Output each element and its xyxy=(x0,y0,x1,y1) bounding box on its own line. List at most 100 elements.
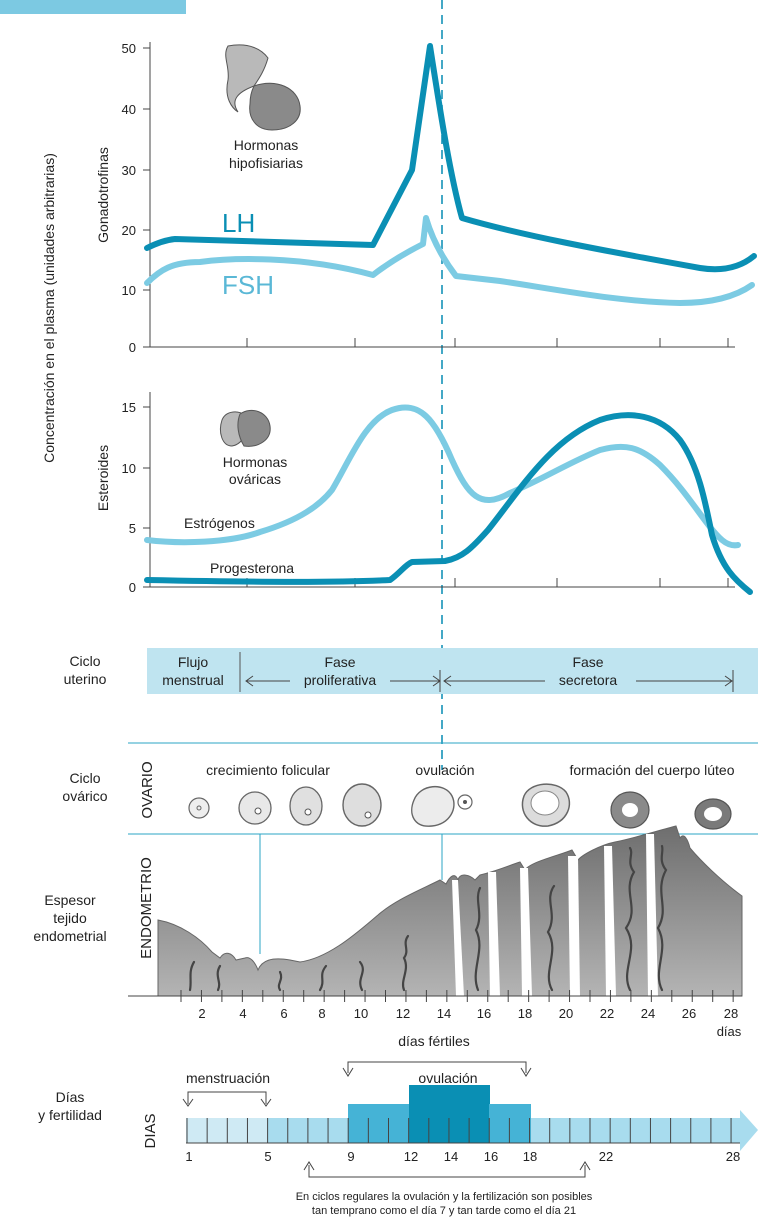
fert-day-5: 5 xyxy=(264,1149,271,1164)
secretory-label-2: secretora xyxy=(559,672,618,688)
menstruation-label: menstruación xyxy=(186,1070,270,1086)
endometrio-vertical-label: ENDOMETRIO xyxy=(138,857,155,959)
fertile-segment-left xyxy=(348,1104,410,1143)
ovarian-cycle-row: Ciclo ovárico OVARIO crecimiento folicul… xyxy=(62,742,758,954)
gonadotropin-chart: Gonadotrofinas 0 10 20 30 40 50 Hormon xyxy=(95,41,757,355)
follicle-icon-1 xyxy=(188,797,210,819)
ovulation-days-label: ovulación xyxy=(418,1070,477,1086)
fert-day-12: 12 xyxy=(404,1149,418,1164)
day-label-18: 18 xyxy=(518,1006,532,1021)
day-label-16: 16 xyxy=(477,1006,491,1021)
gon-ytick-30: 30 xyxy=(122,163,136,178)
day-label-26: 26 xyxy=(682,1006,696,1021)
gonadotropin-y-ticks: 0 10 20 30 40 50 xyxy=(122,41,150,355)
day-label-20: 20 xyxy=(559,1006,573,1021)
fert-day-9: 9 xyxy=(347,1149,354,1164)
day-label-22: 22 xyxy=(600,1006,614,1021)
ster-ytick-0: 0 xyxy=(129,580,136,595)
fertility-row-label-1: Días xyxy=(56,1089,85,1105)
day-label-4: 4 xyxy=(239,1006,246,1021)
gon-ytick-50: 50 xyxy=(122,41,136,56)
fert-day-28: 28 xyxy=(726,1149,740,1164)
day-label-28: 28 xyxy=(724,1006,738,1021)
fert-day-1: 1 xyxy=(185,1149,192,1164)
flow-label-2: menstrual xyxy=(162,672,223,688)
ovarian-row-label-1: Ciclo xyxy=(69,770,100,786)
ovarian-caption-line1: Hormonas xyxy=(223,454,288,470)
lh-series-line xyxy=(144,43,757,273)
ovarian-caption-line2: ováricas xyxy=(229,471,281,487)
gon-ytick-10: 10 xyxy=(122,283,136,298)
day-label-8: 8 xyxy=(318,1006,325,1021)
endometrium-day-labels: 2 4 6 8 10 12 14 16 18 20 22 24 26 28 xyxy=(198,1006,738,1021)
follicle-icon-2 xyxy=(238,791,272,825)
fsh-label: FSH xyxy=(222,270,274,300)
proliferative-label-2: proliferativa xyxy=(304,672,377,688)
fert-day-16: 16 xyxy=(484,1149,498,1164)
secretory-label-1: Fase xyxy=(572,654,603,670)
fertility-row-label-2: y fertilidad xyxy=(38,1107,102,1123)
ovario-vertical-label: OVARIO xyxy=(139,761,156,818)
follicle-icon-3 xyxy=(289,786,323,826)
gland-gaps xyxy=(452,834,658,996)
gonadotropin-ylabel: Gonadotrofinas xyxy=(95,147,111,243)
fertile-days-label: días fértiles xyxy=(398,1033,470,1049)
gon-ytick-20: 20 xyxy=(122,223,136,238)
fertility-day-ticks xyxy=(186,1118,732,1143)
accent-bar xyxy=(0,0,186,14)
lh-label: LH xyxy=(222,208,255,238)
uterine-cycle-row: Ciclo uterino Flujo menstrual Fase proli… xyxy=(64,648,758,694)
follicular-growth-label: crecimiento folicular xyxy=(206,762,330,778)
fertile-segment-right xyxy=(489,1104,531,1143)
fertility-note-line2: tan temprano como el día 7 y tan tarde c… xyxy=(312,1205,576,1217)
uterine-row-label-2: uterino xyxy=(64,671,107,687)
ster-ytick-5: 5 xyxy=(129,521,136,536)
estrogen-label: Estrógenos xyxy=(184,515,255,531)
steroid-chart: Esteroides 0 5 10 15 Hormonas ováricas E… xyxy=(95,392,753,595)
ovarian-row-label-2: ovárico xyxy=(62,788,107,804)
fertility-note-line1: En ciclos regulares la ovulación y la fe… xyxy=(296,1191,593,1203)
pituitary-gland-icon xyxy=(225,44,301,131)
gon-ytick-0: 0 xyxy=(129,340,136,355)
progesterone-series-line xyxy=(144,412,753,595)
corpus-luteum-label: formación del cuerpo lúteo xyxy=(570,762,735,778)
days-arrow-head xyxy=(740,1110,758,1151)
pituitary-caption-line2: hipofisiarias xyxy=(229,155,303,171)
bracket-arrows xyxy=(182,1061,591,1178)
fert-day-22: 22 xyxy=(599,1149,613,1164)
day-label-10: 10 xyxy=(354,1006,368,1021)
uterine-row-label-1: Ciclo xyxy=(69,653,100,669)
fertility-day-labels: 1 5 9 12 14 16 18 22 28 xyxy=(185,1149,740,1164)
ruptured-follicle-icon xyxy=(411,786,455,827)
day-label-2: 2 xyxy=(198,1006,205,1021)
gonadotropin-x-ticks xyxy=(246,338,729,347)
endometrium-row: Espesor tejido endometrial ENDOMETRIO xyxy=(33,825,743,1049)
progesterone-label: Progesterona xyxy=(210,560,294,576)
endometrium-row-label-2: tejido xyxy=(53,910,87,926)
ster-ytick-10: 10 xyxy=(122,461,136,476)
day-label-6: 6 xyxy=(280,1006,287,1021)
fert-day-14: 14 xyxy=(444,1149,458,1164)
steroid-y-ticks xyxy=(143,406,150,588)
proliferative-label-1: Fase xyxy=(324,654,355,670)
gon-ytick-40: 40 xyxy=(122,102,136,117)
fertility-row: Días y fertilidad DIAS menstruación ovul… xyxy=(38,1061,758,1217)
day-label-12: 12 xyxy=(396,1006,410,1021)
luteal-segment xyxy=(531,1118,740,1143)
ovaries-icon xyxy=(219,410,271,447)
phase-arrows xyxy=(245,670,734,692)
days-unit-label: días xyxy=(717,1024,742,1039)
endometrial-glands xyxy=(188,844,668,992)
shared-ylabel: Concentración en el plasma (unidades arb… xyxy=(41,153,57,463)
ster-ytick-15: 15 xyxy=(122,400,136,415)
uterine-band xyxy=(147,648,758,694)
day-label-14: 14 xyxy=(437,1006,451,1021)
follicle-illustrations xyxy=(188,783,732,830)
ovulation-ovary-label: ovulación xyxy=(415,762,474,778)
pituitary-caption-line1: Hormonas xyxy=(234,137,299,153)
follicle-icon-4 xyxy=(342,783,382,827)
endometrium-row-label-3: endometrial xyxy=(33,928,106,944)
steroid-ylabel: Esteroides xyxy=(95,445,111,511)
